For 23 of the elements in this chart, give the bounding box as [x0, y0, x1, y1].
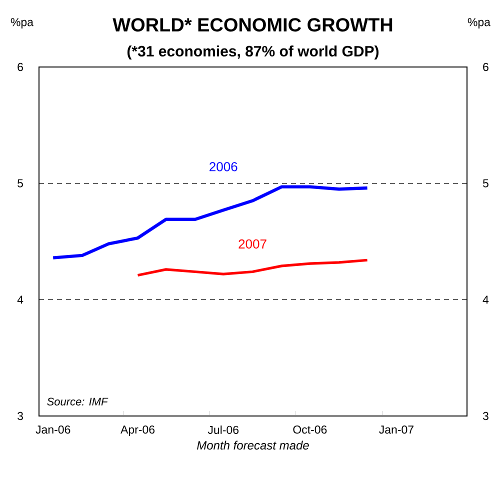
y-tick-label: 5: [18, 179, 23, 188]
y2-tick-label: 3: [482, 412, 488, 420]
y-tick-label: 4: [17, 296, 24, 304]
chart-subtitle: (*31 economies, 87% of world GDP): [127, 46, 379, 60]
y-tick-label: 3: [18, 412, 23, 420]
x-tick-label: Jan-07: [379, 426, 414, 434]
x-tick-label: Jan-06: [36, 426, 70, 434]
y2-tick-label: 6: [483, 62, 488, 72]
x-tick-label: Jul-06: [208, 426, 239, 434]
line-series: [136, 258, 369, 277]
x-tick-label: Apr-06: [120, 426, 155, 436]
y2-axis-title: %pa: [468, 18, 490, 28]
line-series: [52, 185, 369, 260]
text: 2006: [210, 162, 238, 172]
y2-tick-label: 5: [482, 179, 488, 188]
annotation: Source: IMF: [47, 398, 108, 406]
series-label: 2007: [238, 239, 266, 249]
y2-tick-label: 4: [482, 296, 489, 304]
chart-title: WORLD* ECONOMIC GROWTH: [112, 18, 392, 32]
y-axis-title: %pa: [10, 18, 34, 28]
x-tick-label: Oct-06: [293, 426, 327, 434]
x-axis-title: Month forecast made: [197, 440, 309, 450]
y-tick-label: 6: [18, 62, 23, 72]
